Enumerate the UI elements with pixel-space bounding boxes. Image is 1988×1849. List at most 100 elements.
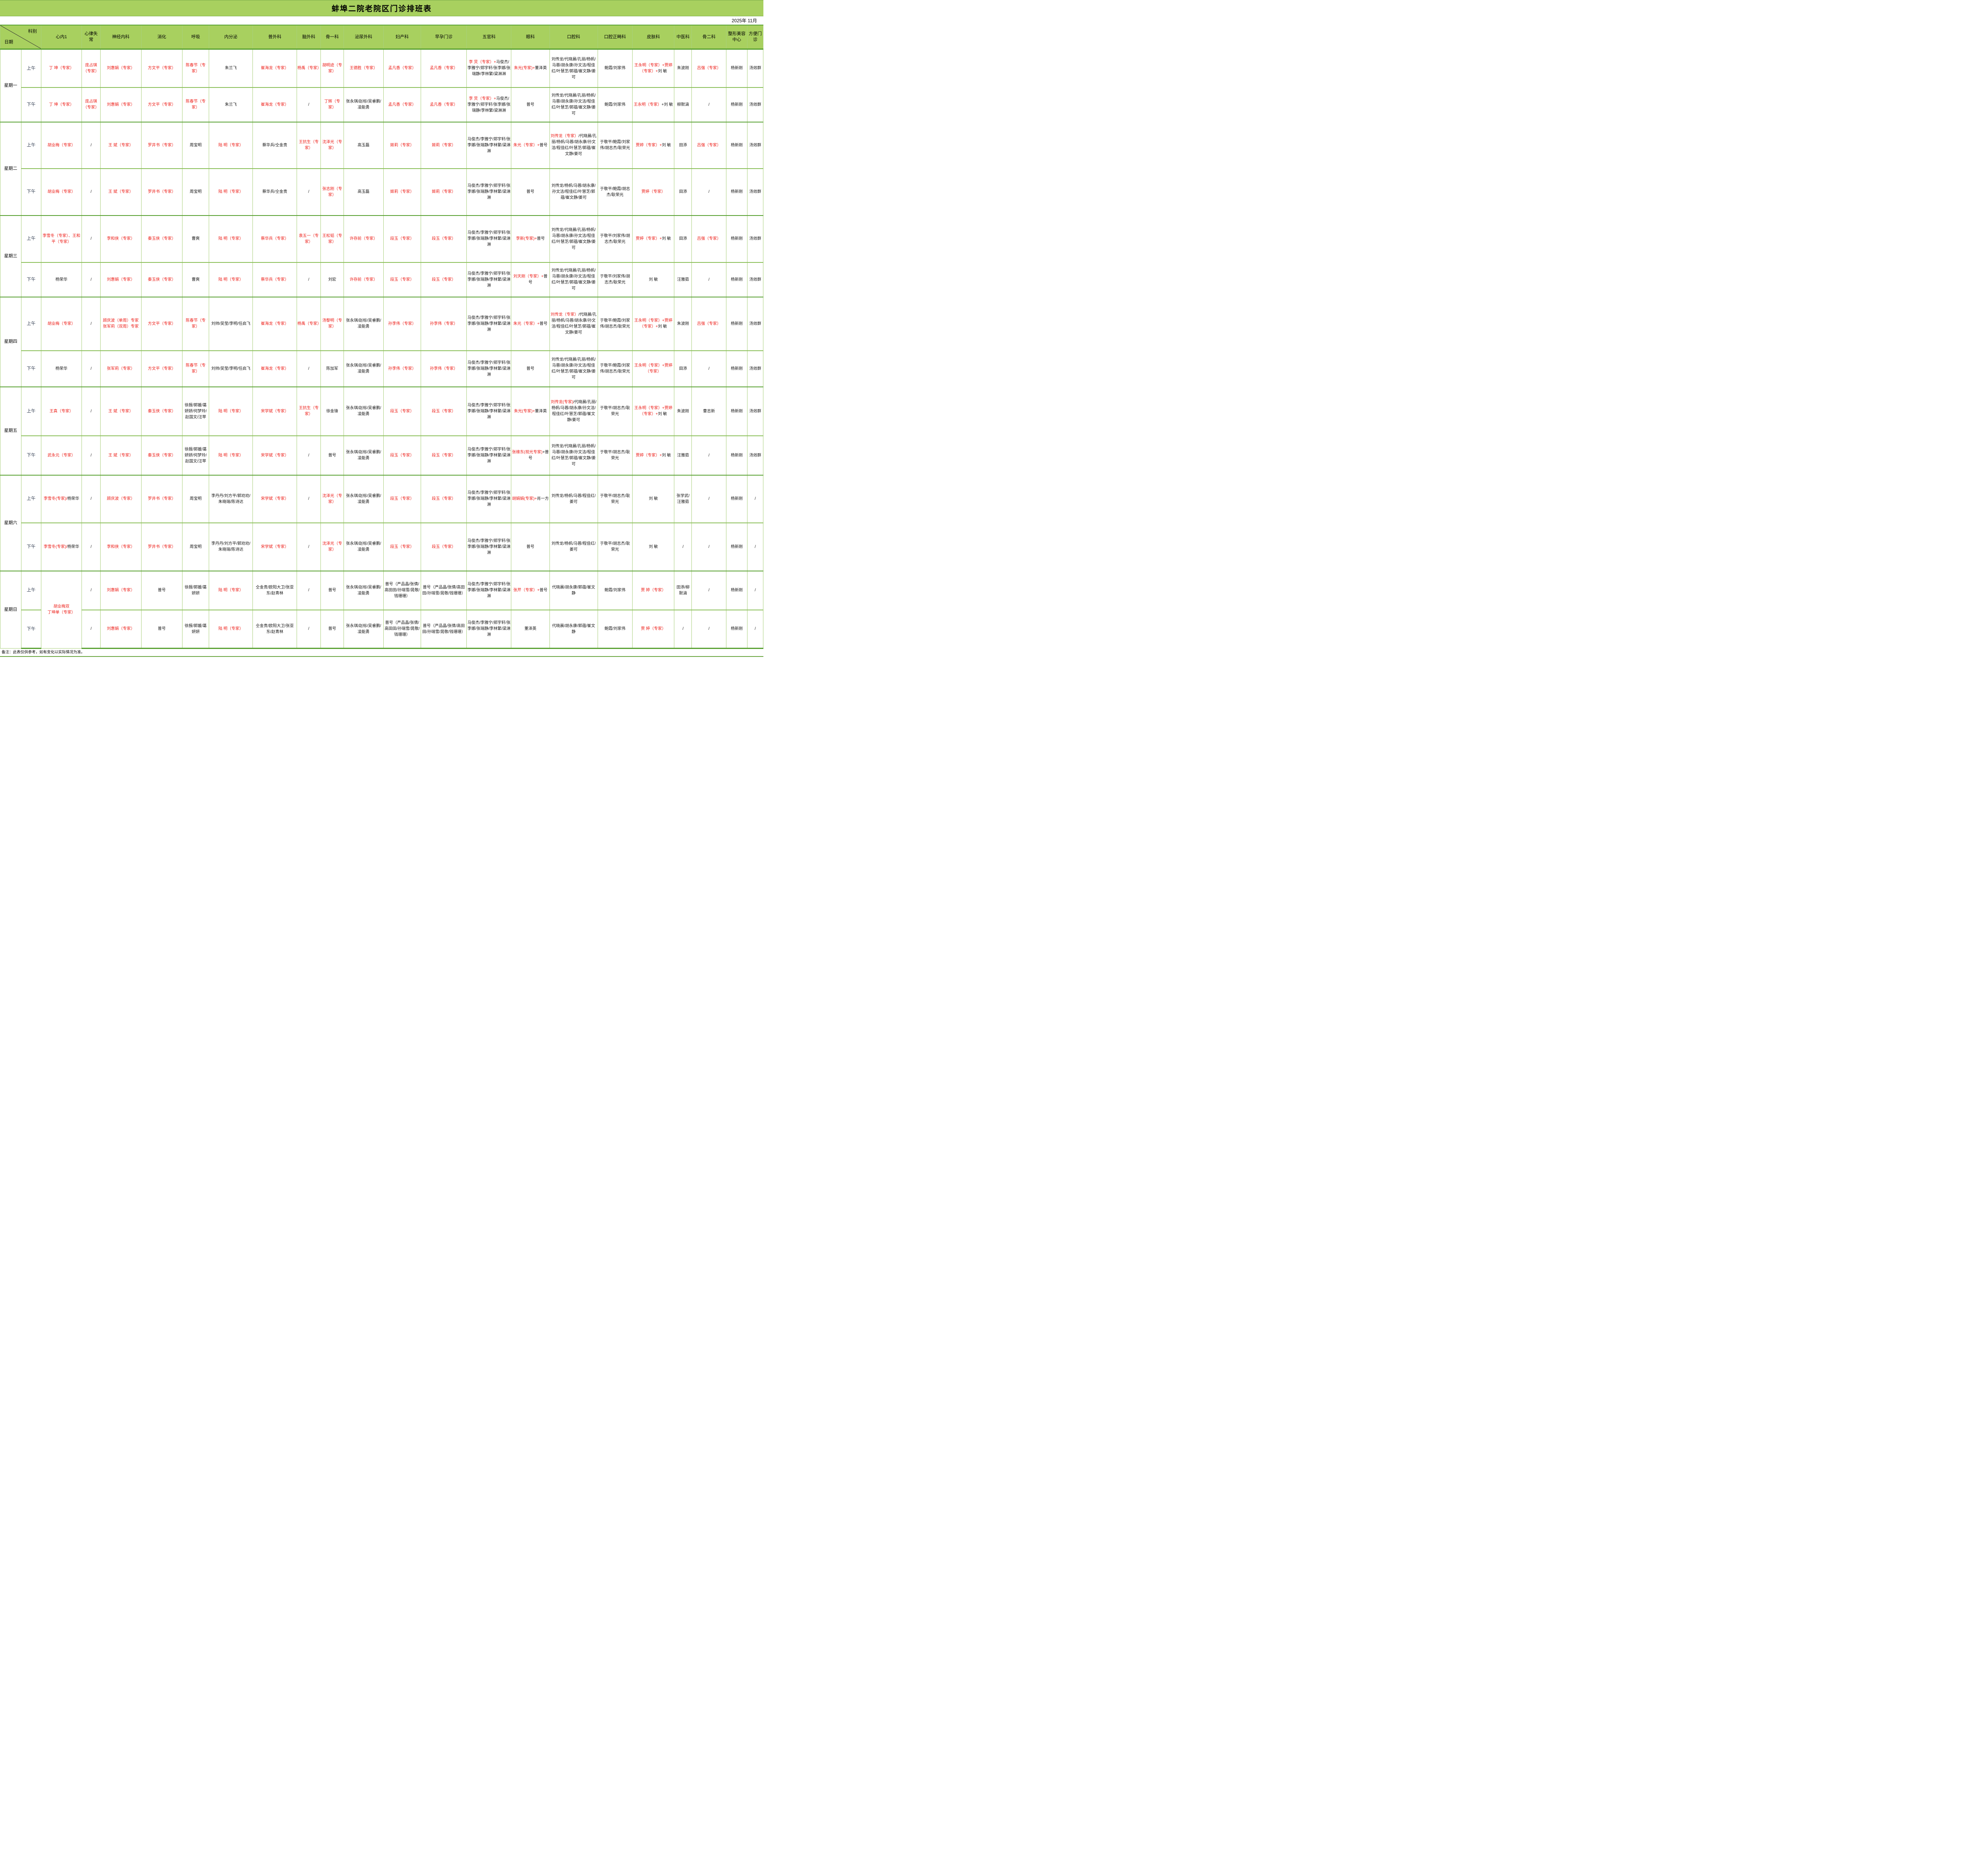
schedule-cell: 普号（严品晶/张倩/高田田/孙瑞雪/晁敬/钱珊珊） — [421, 609, 467, 649]
col-header-16: 口腔正畸科 — [597, 25, 633, 50]
schedule-cell: 刘传龙/代晓晨/孔丽/杨帆/马蓉/胡永康/孙文洁/程佳红/叶慧芝/郭蕴/崔文静/… — [549, 215, 598, 262]
schedule-cell: 罗井书（专家） — [141, 121, 183, 169]
schedule-cell: 田添 — [674, 121, 692, 169]
schedule-cell: 张永琪/赵标/吴睿鹏/凌能勇 — [343, 87, 384, 122]
schedule-cell: / — [82, 386, 101, 436]
session-label: 下午 — [21, 168, 41, 216]
schedule-cell: 杨荣华 — [41, 350, 82, 387]
schedule-cell: 丁辉（专家） — [320, 87, 344, 122]
schedule-cell: 王 斌（专家） — [100, 168, 142, 216]
schedule-cell: 段玉（专家） — [383, 522, 421, 571]
schedule-cell: 刘 敏 — [632, 474, 675, 523]
schedule-cell: 马俊杰/李雅宁/郑宇轩/张李娜/张瑞静/李林繁/梁淋淋 — [466, 121, 512, 169]
schedule-cell: 朱光(专家)+董泽英 — [511, 386, 550, 436]
bottom-margin — [0, 657, 763, 662]
schedule-cell: 马俊杰/李雅宁/郑宇轩/张李娜/张瑞静/李林繁/梁淋淋 — [466, 262, 512, 297]
schedule-cell: 王永明（专家）+贾婷（专家）+刘 敏 — [632, 296, 675, 351]
schedule-cell: 于敬平/鲍霞/刘家伟/胡志杰/耿荣光 — [597, 296, 633, 351]
schedule-cell: 李新(专家)+普号 — [511, 215, 550, 262]
schedule-cell: 崔海龙（专家） — [252, 350, 297, 387]
schedule-cell: 杨新刚 — [726, 215, 747, 262]
schedule-cell: 刘传龙/杨帆/马蓉/程佳红/姜可 — [549, 522, 598, 571]
schedule-cell: 刘传龙/代晓晨/孔丽/杨帆/马蓉/胡永康/孙文洁/程佳红/叶慧芝/郭蕴/崔文静/… — [549, 435, 598, 475]
schedule-cell: 张军莉（专家） — [100, 350, 142, 387]
table-row: 下午 / 刘惠娟（专家） 普号 徐报/郭媛/葛妍妍陆 明（专家） 仝金贵/欧阳大卫/张亚东… — [0, 609, 764, 649]
schedule-cell: 胡娟娟(专家)+肖一方 — [511, 474, 550, 523]
schedule-cell: 蔡华兵（专家） — [252, 215, 297, 262]
schedule-cell: / — [747, 570, 764, 610]
schedule-cell: / — [296, 609, 321, 649]
schedule-cell: 孟凡香（专家） — [421, 49, 467, 87]
col-header-2: 心律失常 — [82, 25, 101, 50]
schedule-cell: / — [82, 350, 101, 387]
col-header-17: 皮肤科 — [632, 25, 675, 50]
schedule-cell: 陈春节（专家） — [182, 296, 210, 351]
schedule-cell: 崔海龙（专家） — [252, 49, 297, 87]
schedule-cell: / — [296, 570, 321, 610]
schedule-cell: / — [674, 609, 692, 649]
schedule-cell: 朱波刚 — [674, 386, 692, 436]
schedule-cell: 王 斌（专家） — [100, 386, 142, 436]
schedule-cell: 刘传龙/杨帆/马蓉/程佳红/姜可 — [549, 474, 598, 523]
session-label: 上午 — [21, 296, 41, 351]
diagonal-line — [0, 25, 41, 49]
col-header-3: 神经内科 — [100, 25, 142, 50]
schedule-cell: 孙李伟（专家） — [421, 296, 467, 351]
day-label: 星期四 — [0, 296, 21, 387]
schedule-cell: / — [296, 262, 321, 297]
schedule-cell: 刘传龙/代晓晨/孔丽/杨帆/马蓉/胡永康/孙文洁/程佳红/叶慧芝/郭蕴/崔文静/… — [549, 49, 598, 87]
schedule-cell: 徐报/郭媛/葛妍妍 — [182, 570, 210, 610]
schedule-cell: 陆 明（专家） — [209, 262, 253, 297]
table-row: 星期二 上午 胡业梅（专家） / 王 斌（专家） 罗井书（专家） 周宝明陆 明（专家） 蔡华兵… — [0, 121, 764, 216]
schedule-cell: 于敬平/刘家伟/胡志杰/耿荣光 — [597, 215, 633, 262]
schedule-cell: 孙李伟（专家） — [421, 350, 467, 387]
schedule-cell: 普号 — [511, 168, 550, 216]
schedule-cell: 李雪冬(专家)/杨荣华 — [41, 522, 82, 571]
table-row: 下午 李雪冬(专家)/杨荣华 / 李和侠（专家） 罗井书（专家） 周宝明 李丹丹/刘方平/郭… — [0, 522, 764, 571]
schedule-cell: 蔡华兵/仝金贵 — [252, 168, 297, 216]
schedule-cell: 朱兰飞 — [209, 87, 253, 122]
schedule-cell: 汪雅茹 — [674, 262, 692, 297]
schedule-cell: 武永元（专家） — [41, 435, 82, 475]
schedule-cell: / — [82, 435, 101, 475]
schedule-cell: 宋学斌（专家） — [252, 435, 297, 475]
schedule-cell: 蔡华兵（专家） — [252, 262, 297, 297]
schedule-cell: 刘传龙（专家）/代晓晨/孔丽/杨帆/马蓉/胡永康/孙文洁/程佳红/叶慧芝/郭蕴/… — [549, 121, 598, 169]
schedule-cell: 姬莉（专家） — [383, 168, 421, 216]
session-label: 上午 — [21, 121, 41, 169]
schedule-cell: 于敬平/鲍霞/刘家伟/胡志杰/耿荣光 — [597, 350, 633, 387]
table-row: 星期一 上午丁 坤（专家） 庞占琪（专家） 刘惠娟（专家） 方文平（专家） 陈春节（专家）… — [0, 49, 764, 122]
schedule-cell: 朱光（专家）+普号 — [511, 296, 550, 351]
session-label: 下午 — [21, 87, 41, 122]
schedule-cell: 杨新刚 — [726, 386, 747, 436]
table-row: 下午 武永元（专家） / 王 斌（专家） 秦玉侠（专家） 徐报/郭媛/葛妍妍/何梦玲/赵国… — [0, 435, 764, 475]
schedule-cell: 贾婷（专家）+刘 敏 — [632, 435, 675, 475]
schedule-cell: / — [82, 522, 101, 571]
schedule-cell: 胡业梅双 丁坤单（专家） — [41, 570, 82, 649]
schedule-cell: 徐报/郭媛/葛妍妍 — [182, 609, 210, 649]
schedule-cell: 孟凡香（专家） — [383, 87, 421, 122]
session-label: 上午 — [21, 49, 41, 87]
schedule-cell: 汤效群 — [747, 121, 764, 169]
schedule-cell: 杨新刚 — [726, 522, 747, 571]
schedule-cell: 贾 婷（专家） — [632, 609, 675, 649]
schedule-cell: 崔海龙（专家） — [252, 296, 297, 351]
schedule-cell: / — [691, 522, 727, 571]
schedule-cell: 刘传龙/代晓晨/孔丽/杨帆/马蓉/胡永康/孙文洁/程佳红/叶慧芝/郭蕴/崔文静/… — [549, 87, 598, 122]
schedule-cell: 马俊杰/李雅宁/郑宇轩/张李娜/张瑞静/李林繁/梁淋淋 — [466, 570, 512, 610]
schedule-cell: 刘惠娟（专家） — [100, 49, 142, 87]
session-label: 下午 — [21, 609, 41, 649]
schedule-cell: 贾婷（专家）+刘 敏 — [632, 121, 675, 169]
schedule-cell: 秦玉侠（专家） — [141, 386, 183, 436]
schedule-cell: 崔海龙（专家） — [252, 87, 297, 122]
schedule-cell: 吕强（专家） — [691, 215, 727, 262]
col-header-10: 泌尿外科 — [343, 25, 384, 50]
schedule-cell: 马俊杰/李雅宁/郑宇轩/张李娜/张瑞静/李林繁/梁淋淋 — [466, 609, 512, 649]
schedule-sheet: 蚌埠二院老院区门诊排班表 2025年 11月 科别 日期 心内1 心律失常 神经内科 消化… — [0, 0, 764, 662]
schedule-cell: 高玉磊 — [343, 168, 384, 216]
schedule-cell: 于敬平/胡志杰/耿荣光 — [597, 522, 633, 571]
day-label: 星期六 — [0, 474, 21, 571]
schedule-cell: 孙李伟（专家） — [383, 296, 421, 351]
schedule-cell: 刘传龙/代晓晨/孔丽/杨帆/马蓉/胡永康/孙文洁/程佳红/叶慧芝/郭蕴/崔文静/… — [549, 262, 598, 297]
schedule-cell: 朱波刚 — [674, 296, 692, 351]
